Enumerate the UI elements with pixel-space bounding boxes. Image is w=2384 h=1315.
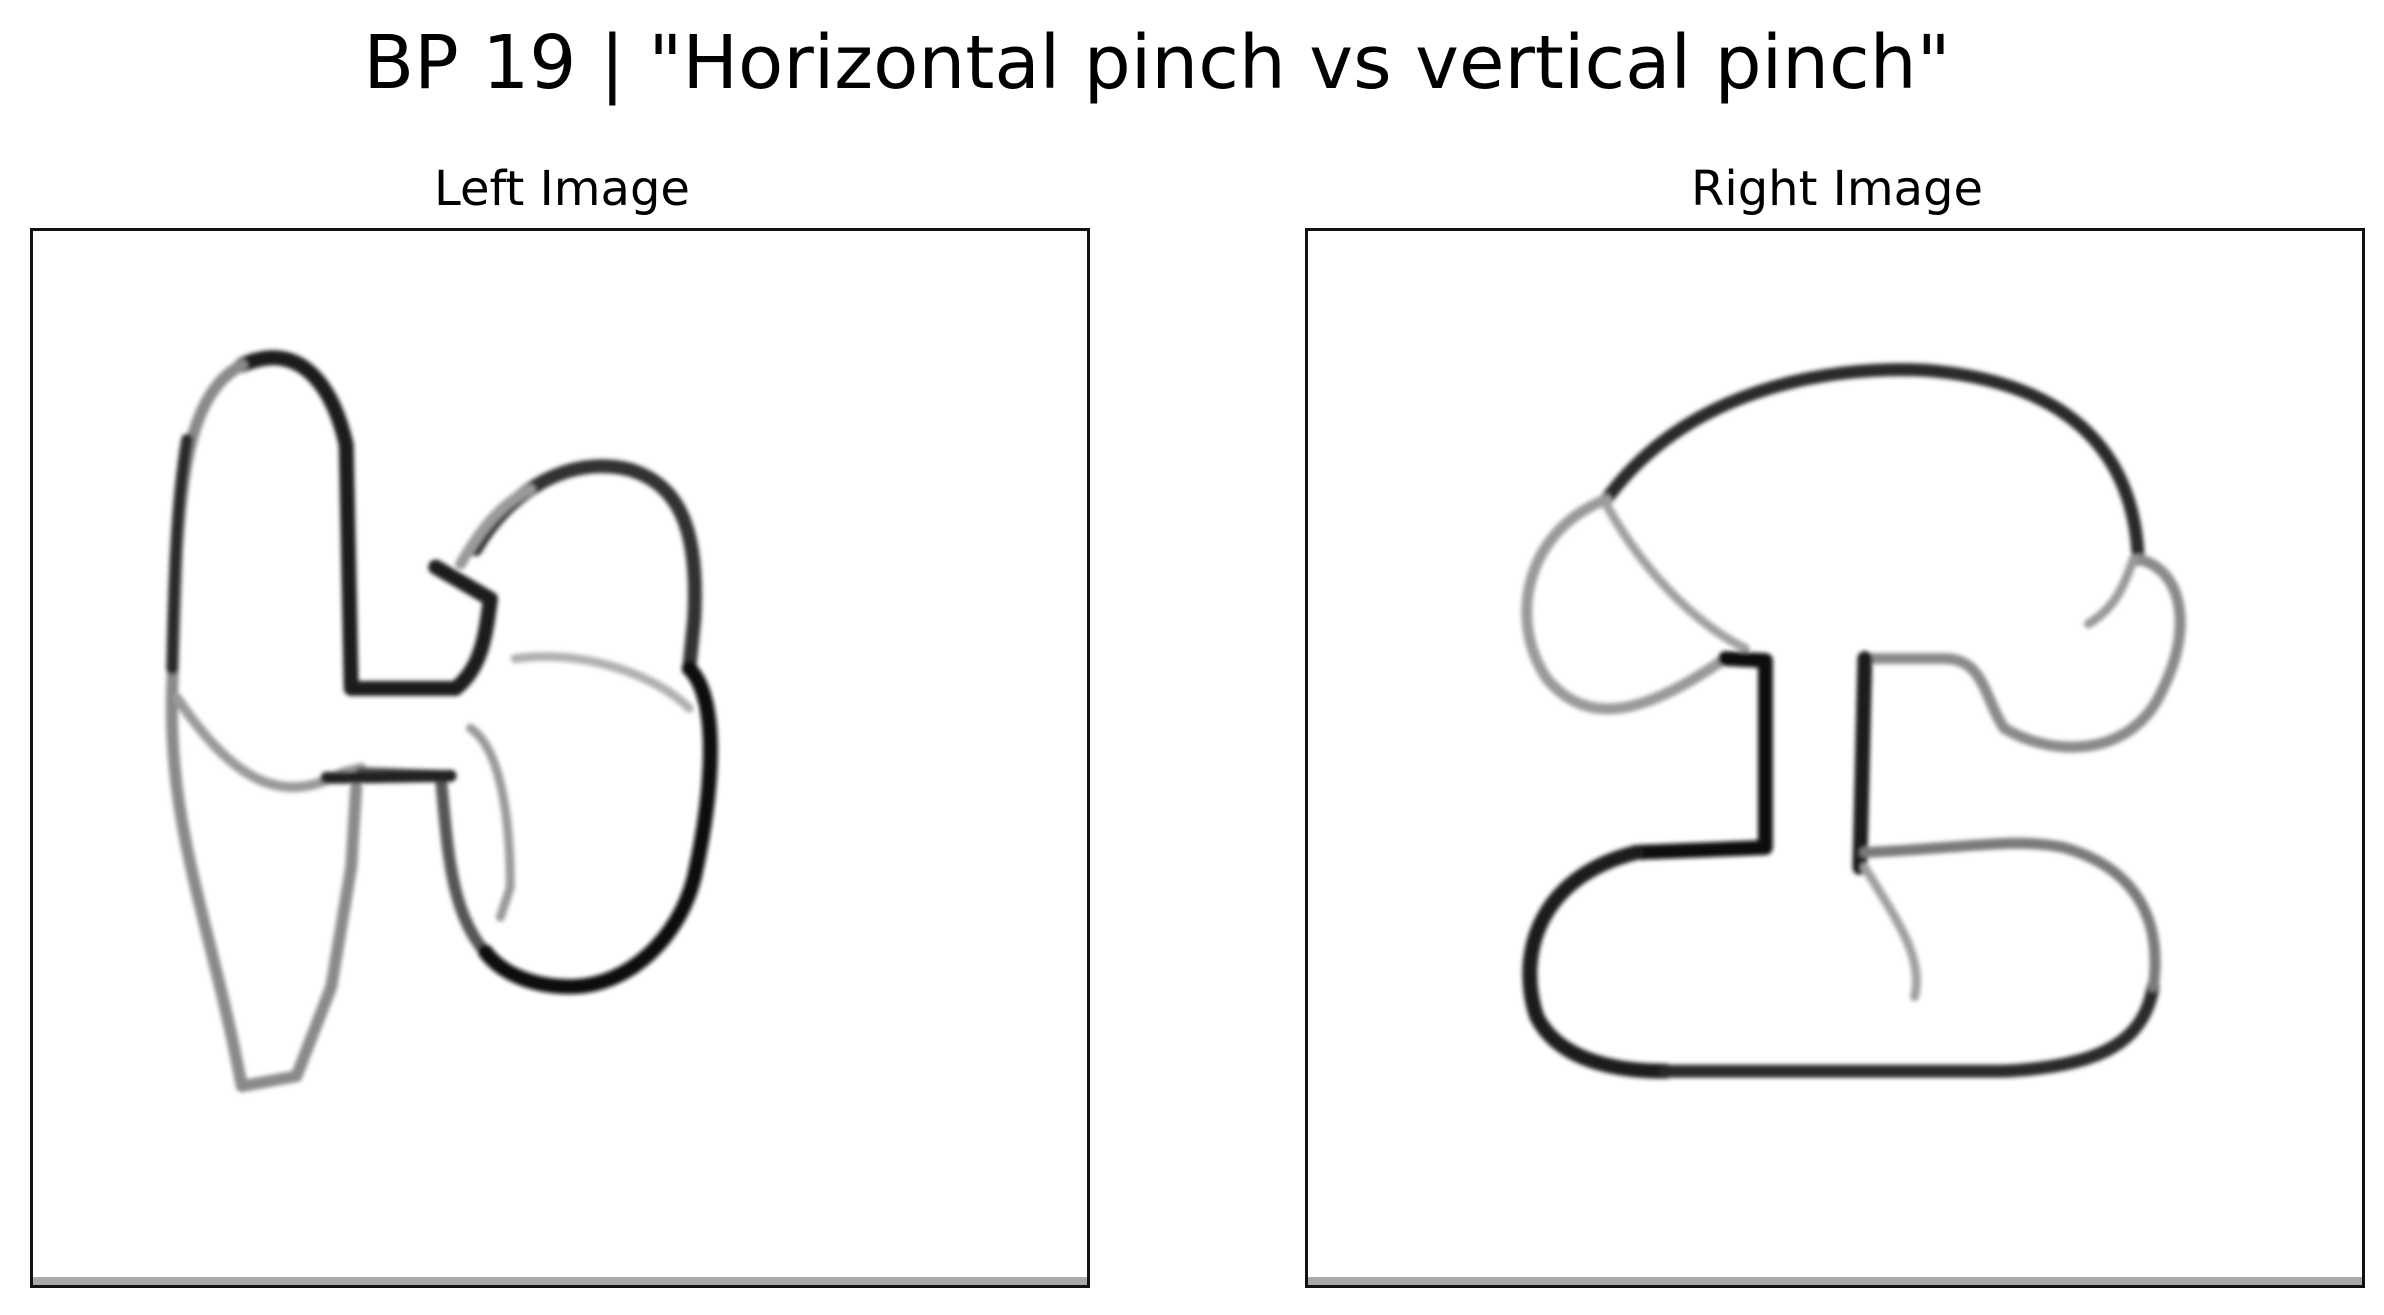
right-lobe-top	[468, 459, 702, 676]
right-image-frame	[1305, 228, 2365, 1288]
top-dome-right-branch	[2084, 554, 2138, 629]
connector-bottom-dark	[320, 769, 457, 784]
left-bottom-shade	[33, 1277, 1087, 1285]
bottom-base-right	[1859, 837, 2161, 993]
figure-title: BP 19 | "Horizontal pinch vs vertical pi…	[363, 20, 1951, 106]
bottom-base-left	[1522, 845, 1674, 1079]
stem-left	[1628, 651, 1773, 860]
top-dome-arc	[1599, 363, 2145, 566]
bottom-base-inner-branch	[1860, 862, 1921, 1002]
left-image-frame	[30, 228, 1090, 1288]
top-dome-left-lobe	[1521, 494, 1732, 715]
right-lobe-inner-arc	[510, 652, 694, 713]
left-shape-drawing	[33, 350, 1087, 1285]
right-shape-drawing	[1308, 363, 2362, 1285]
bottom-base-bottom	[1659, 980, 2160, 1078]
stem-right	[1852, 651, 1873, 875]
connector-bottom	[355, 766, 507, 973]
left-lobe-left-edge	[165, 359, 363, 1093]
right-panel-title: Right Image	[1691, 161, 1983, 217]
left-panel-title: Left Image	[434, 161, 690, 217]
right-lobe-top-light	[455, 484, 536, 570]
top-dome-left-branch	[1601, 499, 1750, 654]
right-bottom-shade	[1308, 1277, 2362, 1285]
top-dome-right-lobe	[1859, 553, 2186, 753]
right-lobe-inner-branch	[466, 723, 515, 922]
left-lobe-left-edge-dark	[166, 433, 194, 675]
left-lobe-outer-stroke	[234, 350, 498, 696]
right-lobe-side	[477, 661, 718, 995]
